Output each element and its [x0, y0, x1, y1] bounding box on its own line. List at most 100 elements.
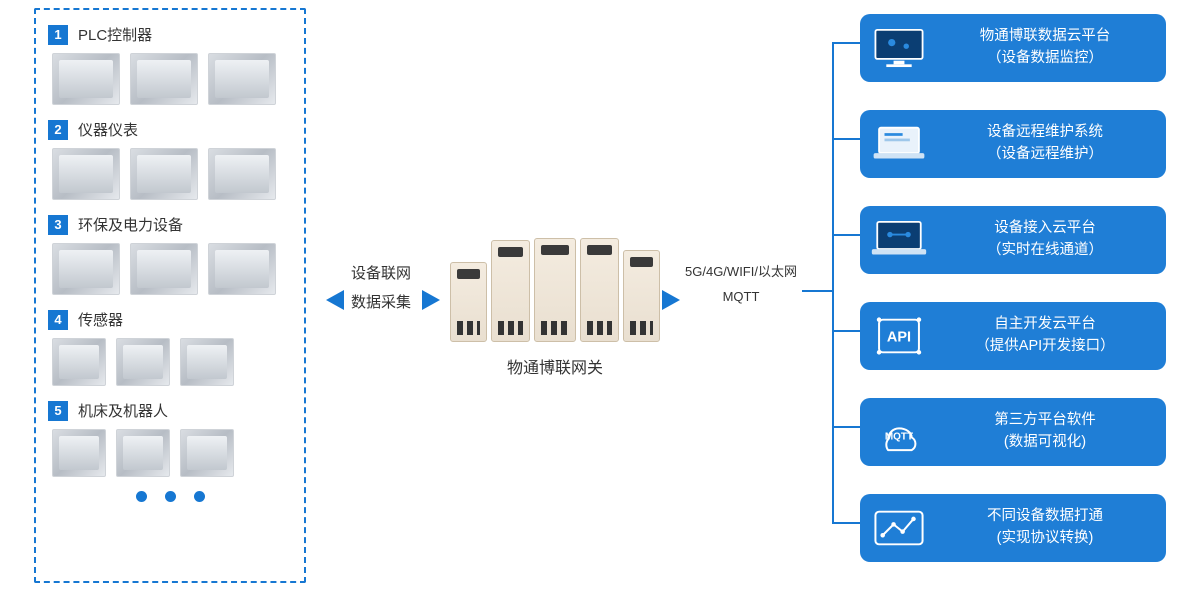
gateway-device-icon [450, 262, 487, 342]
category-number-badge: 2 [48, 120, 68, 140]
device-thumbnail-icon [116, 429, 170, 477]
category-title: 仪器仪表 [78, 119, 138, 140]
gateway-group: 物通博联网关 [450, 232, 660, 378]
connector-branch [832, 234, 860, 236]
center-action-labels: 设备联网 数据采集 [338, 260, 424, 317]
category-title: 机床及机器人 [78, 400, 168, 421]
card-subtitle: (实现协议转换) [938, 528, 1152, 550]
pager-dots[interactable] [48, 491, 292, 502]
device-thumbnail-icon [208, 243, 276, 295]
card-title: 物通博联数据云平台 [980, 28, 1111, 44]
device-thumbnail-icon [52, 148, 120, 200]
card-subtitle: （设备数据监控） [938, 48, 1152, 70]
connector-branch [832, 138, 860, 140]
arrow-right-inner-icon [422, 290, 440, 310]
monitor-icon [870, 25, 928, 71]
device-thumbnail-icon [52, 53, 120, 105]
category-block: 5 机床及机器人 [48, 400, 292, 477]
gateway-device-icon [534, 238, 575, 342]
label-data-collect: 数据采集 [338, 289, 424, 318]
label-network-types: 5G/4G/WIFI/以太网 [676, 260, 806, 285]
mqtt-icon: MQTT [870, 409, 928, 455]
card-subtitle: （提供API开发接口） [938, 336, 1152, 358]
category-number-badge: 3 [48, 215, 68, 235]
card-title: 设备远程维护系统 [987, 124, 1103, 140]
category-header: 5 机床及机器人 [48, 400, 292, 421]
card-title: 不同设备数据打通 [987, 508, 1103, 524]
category-number-badge: 1 [48, 25, 68, 45]
connector-branch [832, 426, 860, 428]
label-mqtt: MQTT [676, 285, 806, 310]
card-text: 设备接入云平台 （实时在线通道） [938, 218, 1152, 262]
gateway-device-icon [623, 250, 660, 342]
platform-card[interactable]: 不同设备数据打通 (实现协议转换) [860, 494, 1166, 562]
device-thumbnail-icon [52, 429, 106, 477]
device-thumbnail-icon [130, 53, 198, 105]
api-icon: API [870, 313, 928, 359]
pager-dot[interactable] [194, 491, 205, 502]
svg-text:API: API [887, 329, 911, 345]
platform-card[interactable]: 设备远程维护系统 （设备远程维护） [860, 110, 1166, 178]
device-thumbnail-icon [116, 338, 170, 386]
category-number-badge: 5 [48, 401, 68, 421]
category-thumbnails [48, 429, 292, 477]
card-title: 第三方平台软件 [994, 412, 1096, 428]
card-subtitle: （实时在线通道） [938, 240, 1152, 262]
device-categories-panel: 1 PLC控制器 2 仪器仪表 3 环保及电力设备 4 传感器 5 机床及机器人 [34, 8, 306, 583]
device-thumbnail-icon [208, 148, 276, 200]
platform-card[interactable]: 设备接入云平台 （实时在线通道） [860, 206, 1166, 274]
device-thumbnail-icon [52, 243, 120, 295]
gateway-label: 物通博联网关 [450, 354, 660, 378]
connector-branch [832, 330, 860, 332]
category-title: PLC控制器 [78, 24, 152, 45]
pager-dot[interactable] [165, 491, 176, 502]
arrow-left-icon [326, 290, 344, 310]
category-thumbnails [48, 243, 292, 295]
connector-branch [832, 42, 860, 44]
category-block: 3 环保及电力设备 [48, 214, 292, 295]
category-thumbnails [48, 53, 292, 105]
gateway-device-icon [580, 238, 619, 342]
connector-trunk [802, 290, 832, 292]
category-header: 2 仪器仪表 [48, 119, 292, 140]
card-text: 设备远程维护系统 （设备远程维护） [938, 122, 1152, 166]
connection-protocol-labels: 5G/4G/WIFI/以太网 MQTT [676, 260, 806, 309]
card-title: 设备接入云平台 [994, 220, 1096, 236]
card-text: 第三方平台软件(数据可视化) [938, 410, 1152, 454]
device-thumbnail-icon [130, 148, 198, 200]
gateway-devices-illustration [450, 232, 660, 342]
category-header: 3 环保及电力设备 [48, 214, 292, 235]
category-header: 1 PLC控制器 [48, 24, 292, 45]
card-text: 自主开发云平台 （提供API开发接口） [938, 314, 1152, 358]
connector-branch [832, 522, 860, 524]
category-title: 传感器 [78, 309, 123, 330]
device-thumbnail-icon [130, 243, 198, 295]
pager-dot[interactable] [136, 491, 147, 502]
device-thumbnail-icon [208, 53, 276, 105]
platform-cards-column: 物通博联数据云平台 （设备数据监控） 设备远程维护系统 （设备远程维护） 设备接入云平台… [860, 14, 1166, 562]
card-text: 不同设备数据打通 (实现协议转换) [938, 506, 1152, 550]
platform-card[interactable]: MQTT 第三方平台软件(数据可视化) [860, 398, 1166, 466]
device-thumbnail-icon [52, 338, 106, 386]
card-title: 自主开发云平台 [994, 316, 1096, 332]
laptop-icon [870, 121, 928, 167]
connector-vertical [832, 42, 834, 524]
category-header: 4 传感器 [48, 309, 292, 330]
device-thumbnail-icon [180, 429, 234, 477]
platform-card[interactable]: API 自主开发云平台 （提供API开发接口） [860, 302, 1166, 370]
chart-icon [870, 505, 928, 551]
laptop2-icon [870, 217, 928, 263]
category-block: 4 传感器 [48, 309, 292, 386]
svg-text:MQTT: MQTT [885, 431, 913, 442]
gateway-device-icon [491, 240, 530, 342]
category-block: 1 PLC控制器 [48, 24, 292, 105]
category-thumbnails [48, 338, 292, 386]
device-thumbnail-icon [180, 338, 234, 386]
card-subtitle: （设备远程维护） [938, 144, 1152, 166]
category-title: 环保及电力设备 [78, 214, 183, 235]
category-number-badge: 4 [48, 310, 68, 330]
category-block: 2 仪器仪表 [48, 119, 292, 200]
label-device-network: 设备联网 [338, 260, 424, 289]
platform-card[interactable]: 物通博联数据云平台 （设备数据监控） [860, 14, 1166, 82]
card-text: 物通博联数据云平台 （设备数据监控） [938, 26, 1152, 70]
